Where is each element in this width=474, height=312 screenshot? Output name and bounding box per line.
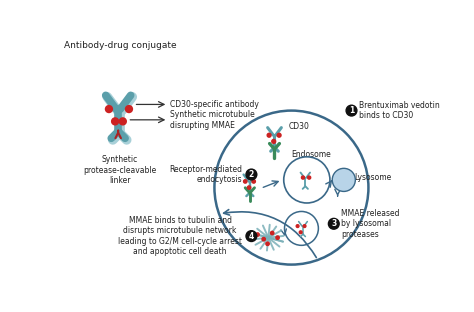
Text: Synthetic microtubule
disrupting MMAE: Synthetic microtubule disrupting MMAE bbox=[170, 110, 255, 129]
Text: MMAE binds to tubulin and
disrupts microtubule network
leading to G2/M cell-cycl: MMAE binds to tubulin and disrupts micro… bbox=[118, 216, 242, 256]
Circle shape bbox=[106, 105, 112, 113]
Circle shape bbox=[244, 180, 247, 183]
Text: CD30: CD30 bbox=[288, 122, 309, 131]
Text: 1: 1 bbox=[349, 106, 354, 115]
Circle shape bbox=[346, 105, 357, 116]
Circle shape bbox=[272, 139, 276, 143]
Circle shape bbox=[246, 169, 257, 180]
Circle shape bbox=[277, 133, 281, 137]
Circle shape bbox=[303, 225, 306, 227]
Text: MMAE released
by lysosomal
proteases: MMAE released by lysosomal proteases bbox=[341, 209, 400, 239]
Circle shape bbox=[308, 176, 310, 179]
Text: 4: 4 bbox=[249, 232, 254, 241]
Circle shape bbox=[252, 180, 255, 183]
Circle shape bbox=[126, 105, 132, 113]
Text: Antibody-drug conjugate: Antibody-drug conjugate bbox=[64, 41, 176, 50]
Circle shape bbox=[119, 118, 126, 125]
Circle shape bbox=[262, 237, 265, 241]
Circle shape bbox=[271, 231, 274, 235]
Circle shape bbox=[246, 231, 257, 241]
Circle shape bbox=[267, 133, 271, 137]
Circle shape bbox=[301, 176, 304, 179]
Circle shape bbox=[276, 236, 279, 239]
Text: CD30-specific antibody: CD30-specific antibody bbox=[170, 100, 259, 109]
Circle shape bbox=[299, 231, 302, 234]
Circle shape bbox=[112, 118, 118, 125]
Circle shape bbox=[266, 242, 269, 246]
Text: Endosome: Endosome bbox=[291, 150, 330, 159]
Text: 2: 2 bbox=[249, 170, 254, 179]
Text: Lysosome: Lysosome bbox=[355, 173, 392, 182]
Circle shape bbox=[328, 218, 339, 229]
Circle shape bbox=[256, 233, 259, 236]
Circle shape bbox=[296, 225, 299, 227]
Circle shape bbox=[247, 186, 251, 189]
Text: Receptor-mediated
endocytosis: Receptor-mediated endocytosis bbox=[169, 165, 242, 184]
Text: Synthetic
protease-cleavable
linker: Synthetic protease-cleavable linker bbox=[83, 155, 156, 185]
Circle shape bbox=[332, 168, 356, 192]
Text: 3: 3 bbox=[331, 219, 337, 228]
Text: Brentuximab vedotin
binds to CD30: Brentuximab vedotin binds to CD30 bbox=[359, 101, 440, 120]
